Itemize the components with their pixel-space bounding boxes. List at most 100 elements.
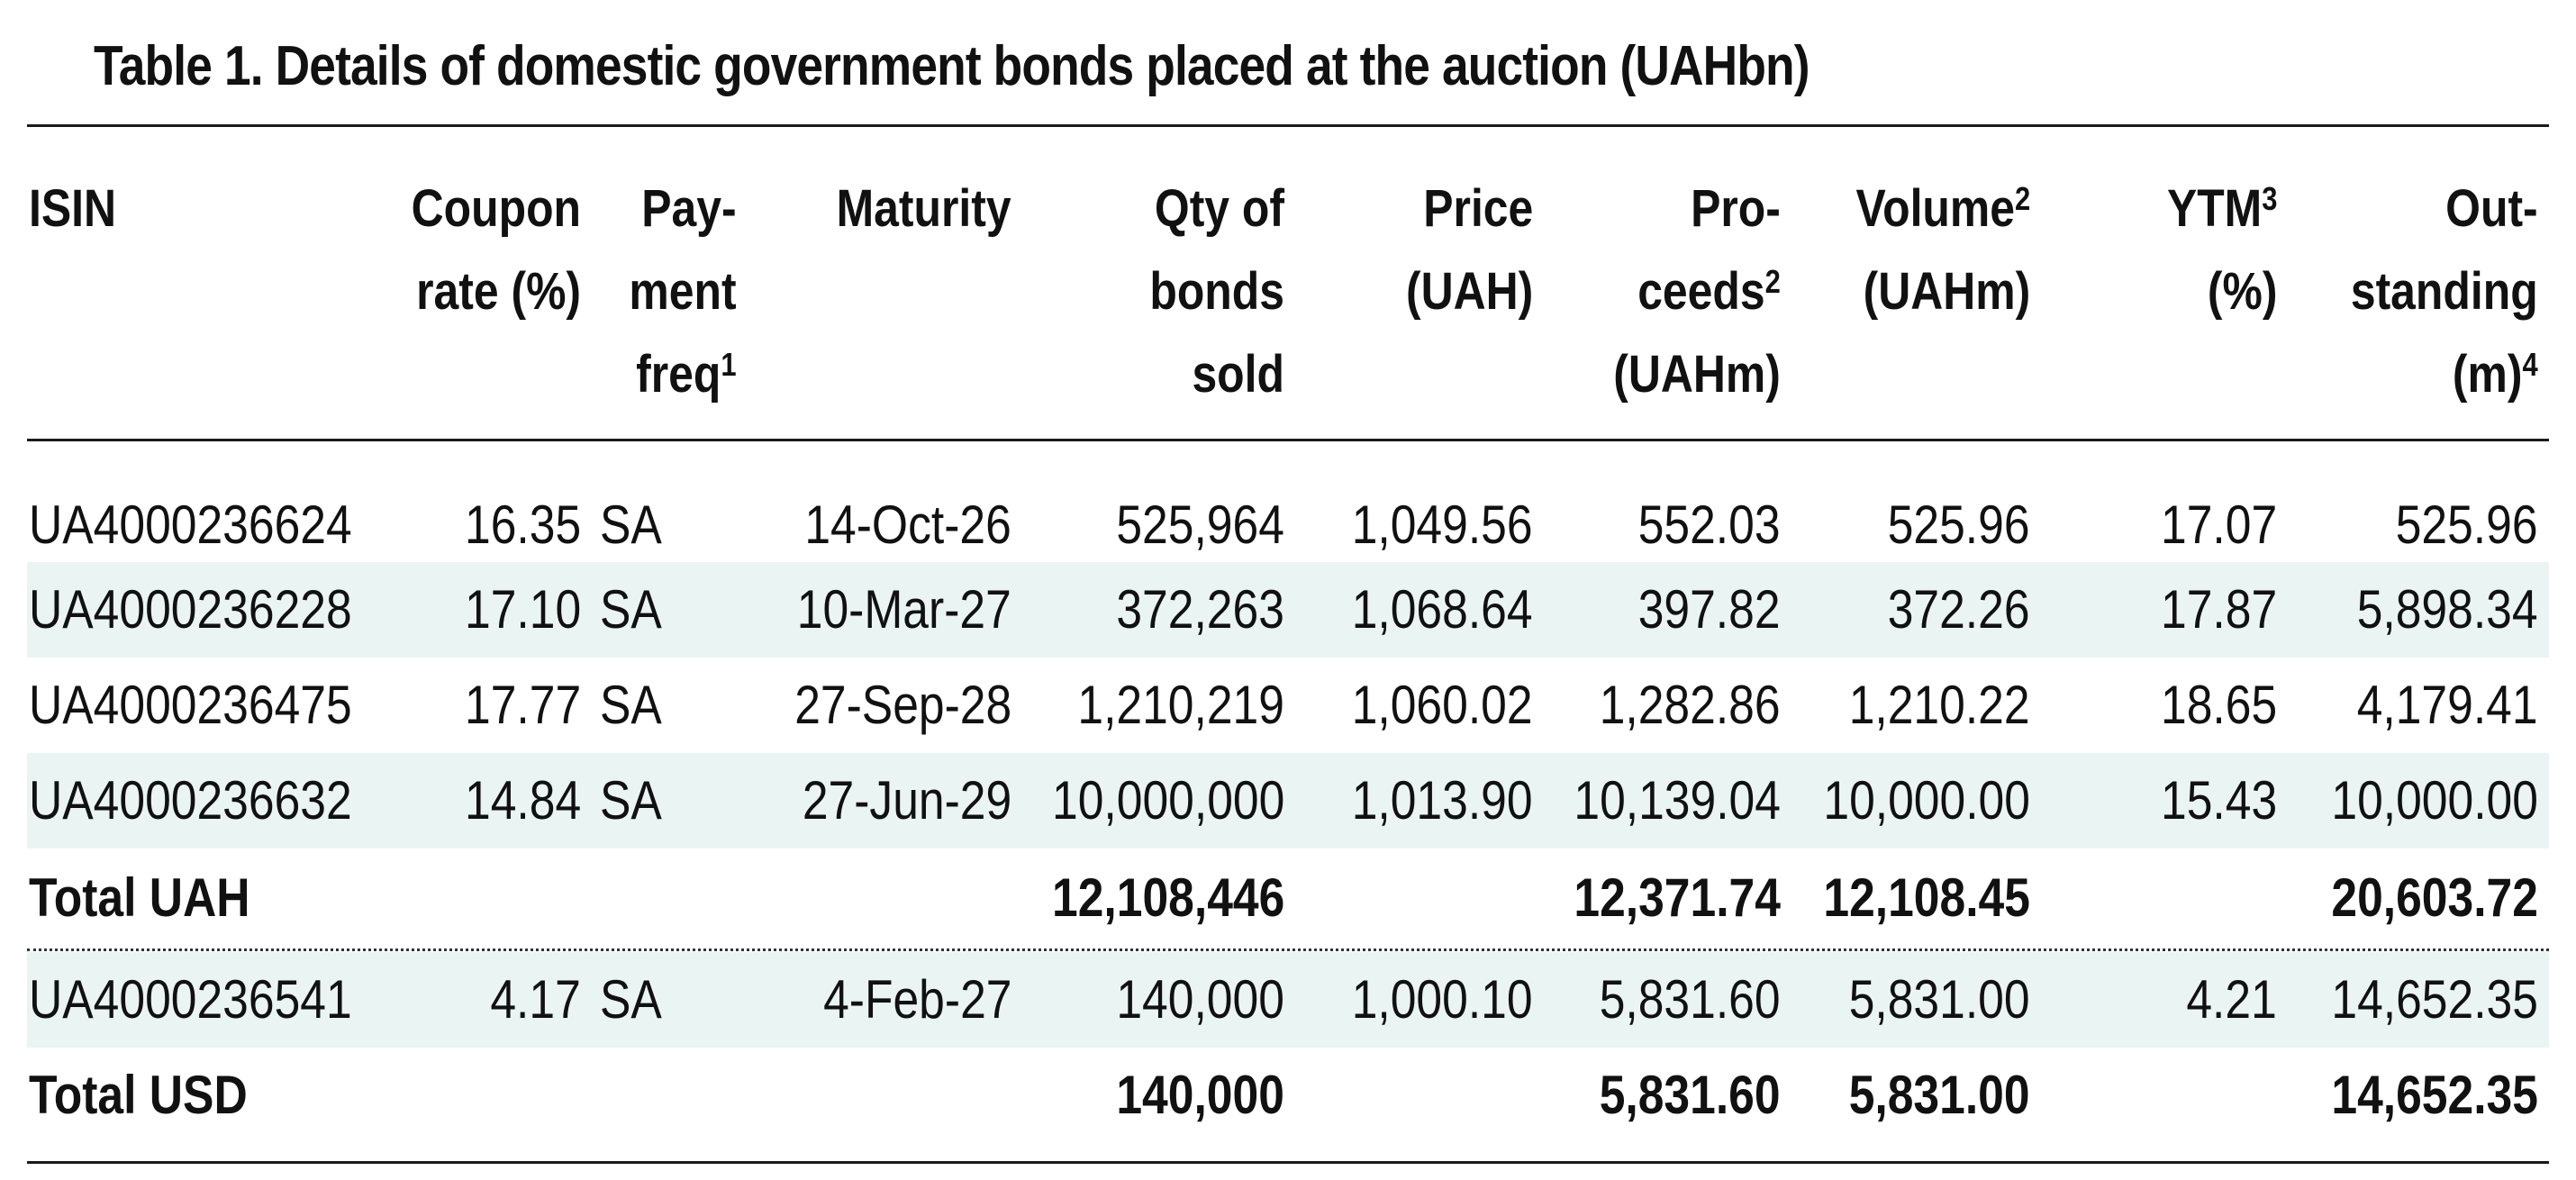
cell-maturity: 14-Oct-26 — [804, 495, 1011, 555]
cell-payment-freq: SA — [600, 770, 662, 831]
cell-isin: UA4000236624 — [29, 495, 352, 555]
header-volume-line-1: Volume2 — [1855, 168, 2030, 250]
footnote-3-marker: 3 — [2261, 180, 2277, 217]
cell-qty: 140,000 — [1116, 969, 1284, 1030]
header-coupon-line-2: rate (%) — [416, 262, 581, 321]
header-outstanding-line-1: Out- — [2445, 179, 2538, 238]
total-usd-row: Total USD 140,000 5,831.60 5,831.00 14,6… — [0, 1048, 2576, 1143]
cell-proceeds: 1,282.86 — [1600, 675, 1781, 735]
cell-ytm: 15.43 — [2160, 770, 2277, 831]
header-coupon-line-1: Coupon — [411, 179, 581, 238]
cell-outstanding: 5,898.34 — [2357, 579, 2538, 640]
table-row: UA4000236624 16.35 SA 14-Oct-26 525,964 … — [0, 477, 2576, 573]
cell-proceeds: 397.82 — [1638, 579, 1781, 640]
cell-qty: 10,000,000 — [1051, 770, 1284, 831]
total-uah-proceeds: 12,371.74 — [1574, 867, 1781, 928]
total-usd-qty: 140,000 — [1116, 1065, 1284, 1125]
footnote-2-marker: 2 — [2014, 180, 2030, 217]
cell-isin: UA4000236541 — [29, 969, 352, 1030]
cell-volume: 10,000.00 — [1823, 770, 2030, 831]
table-row: UA4000236228 17.10 SA 10-Mar-27 372,263 … — [0, 562, 2576, 658]
header-qty-line-3: sold — [1192, 345, 1284, 404]
header-ytm-line-1: YTM3 — [2166, 168, 2277, 250]
total-uah-row: Total UAH 12,108,446 12,371.74 12,108.45… — [0, 850, 2576, 946]
cell-ytm: 17.07 — [2160, 495, 2277, 555]
header-payment-text: freq — [636, 345, 721, 404]
header-isin: ISIN — [29, 168, 116, 250]
cell-price: 1,000.10 — [1352, 969, 1533, 1030]
total-usd-label: Total USD — [29, 1065, 248, 1125]
cell-qty: 372,263 — [1116, 579, 1284, 640]
header-ytm-line-2: (%) — [2207, 262, 2277, 321]
header-qty-line-2: bonds — [1149, 262, 1284, 321]
header-volume-line-2: (UAHm) — [1863, 262, 2030, 321]
cell-isin: UA4000236228 — [29, 579, 352, 640]
header-proceeds-line-3: (UAHm) — [1613, 345, 1781, 404]
cell-volume: 525.96 — [1888, 495, 2030, 555]
header-proceeds: Pro- ceeds2 (UAHm) — [1613, 168, 1781, 416]
cell-ytm: 18.65 — [2160, 675, 2277, 735]
header-maturity-line: Maturity — [837, 179, 1011, 238]
cell-outstanding: 525.96 — [2396, 495, 2538, 555]
header-payment-freq: Pay- ment freq1 — [630, 168, 737, 416]
top-rule — [27, 124, 2549, 127]
cell-coupon: 16.35 — [464, 495, 581, 555]
header-ytm-text: YTM — [2166, 179, 2262, 238]
header-price-line-1: Price — [1422, 179, 1533, 238]
header-proceeds-text: ceeds — [1637, 262, 1765, 321]
header-ytm: YTM3 (%) — [2166, 168, 2277, 333]
cell-coupon: 17.10 — [464, 579, 581, 640]
cell-payment-freq: SA — [600, 495, 662, 555]
cell-proceeds: 552.03 — [1638, 495, 1781, 555]
header-qty: Qty of bonds sold — [1149, 168, 1284, 416]
row-stripe — [27, 562, 2549, 658]
total-uah-volume: 12,108.45 — [1823, 867, 2030, 928]
dotted-separator — [27, 949, 2549, 951]
footnote-4-marker: 4 — [2522, 346, 2538, 383]
cell-maturity: 4-Feb-27 — [822, 969, 1011, 1030]
cell-price: 1,013.90 — [1352, 770, 1533, 831]
cell-qty: 1,210,219 — [1077, 675, 1284, 735]
total-usd-volume: 5,831.00 — [1849, 1065, 2030, 1125]
header-payment-line-1: Pay- — [641, 179, 737, 238]
cell-outstanding: 4,179.41 — [2357, 675, 2538, 735]
cell-ytm: 17.87 — [2160, 579, 2277, 640]
cell-price: 1,049.56 — [1352, 495, 1533, 555]
cell-payment-freq: SA — [600, 579, 662, 640]
total-usd-proceeds: 5,831.60 — [1600, 1065, 1781, 1125]
cell-maturity: 27-Jun-29 — [802, 770, 1011, 831]
row-stripe — [27, 952, 2549, 1048]
cell-payment-freq: SA — [600, 675, 662, 735]
header-qty-line-1: Qty of — [1154, 179, 1284, 238]
cell-outstanding: 10,000.00 — [2331, 770, 2538, 831]
cell-proceeds: 10,139.04 — [1574, 770, 1781, 831]
row-stripe — [27, 753, 2549, 849]
header-isin-line: ISIN — [29, 179, 117, 238]
table-row-usd: UA4000236541 4.17 SA 4-Feb-27 140,000 1,… — [0, 952, 2576, 1048]
cell-maturity: 27-Sep-28 — [794, 675, 1011, 735]
header-volume: Volume2 (UAHm) — [1855, 168, 2030, 333]
cell-volume: 1,210.22 — [1849, 675, 2030, 735]
table-row: UA4000236475 17.77 SA 27-Sep-28 1,210,21… — [0, 658, 2576, 753]
cell-coupon: 14.84 — [464, 770, 581, 831]
cell-maturity: 10-Mar-27 — [796, 579, 1011, 640]
header-outstanding-line-2: standing — [2351, 262, 2538, 321]
cell-coupon: 17.77 — [464, 675, 581, 735]
header-proceeds-line-1: Pro- — [1691, 179, 1781, 238]
header-outstanding: Out- standing (m)4 — [2351, 168, 2538, 416]
cell-ytm: 4.21 — [2186, 969, 2277, 1030]
header-proceeds-line-2: ceeds2 — [1613, 250, 1781, 333]
cell-payment-freq: SA — [600, 969, 662, 1030]
table-title: Table 1. Details of domestic government … — [94, 35, 1810, 97]
table-row: UA4000236632 14.84 SA 27-Jun-29 10,000,0… — [0, 753, 2576, 849]
header-maturity: Maturity — [837, 168, 1011, 250]
cell-volume: 5,831.00 — [1849, 969, 2030, 1030]
header-volume-text: Volume — [1855, 179, 2015, 238]
cell-coupon: 4.17 — [490, 969, 581, 1030]
total-usd-outstanding: 14,652.35 — [2331, 1065, 2538, 1125]
cell-volume: 372.26 — [1888, 579, 2030, 640]
total-uah-qty: 12,108,446 — [1051, 867, 1284, 928]
header-payment-line-2: ment — [629, 262, 737, 321]
footnote-2-marker: 2 — [1764, 263, 1781, 300]
header-outstanding-text: (m) — [2453, 345, 2523, 404]
